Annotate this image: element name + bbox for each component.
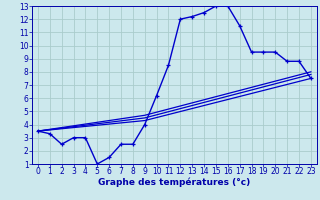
X-axis label: Graphe des températures (°c): Graphe des températures (°c) [98,178,251,187]
